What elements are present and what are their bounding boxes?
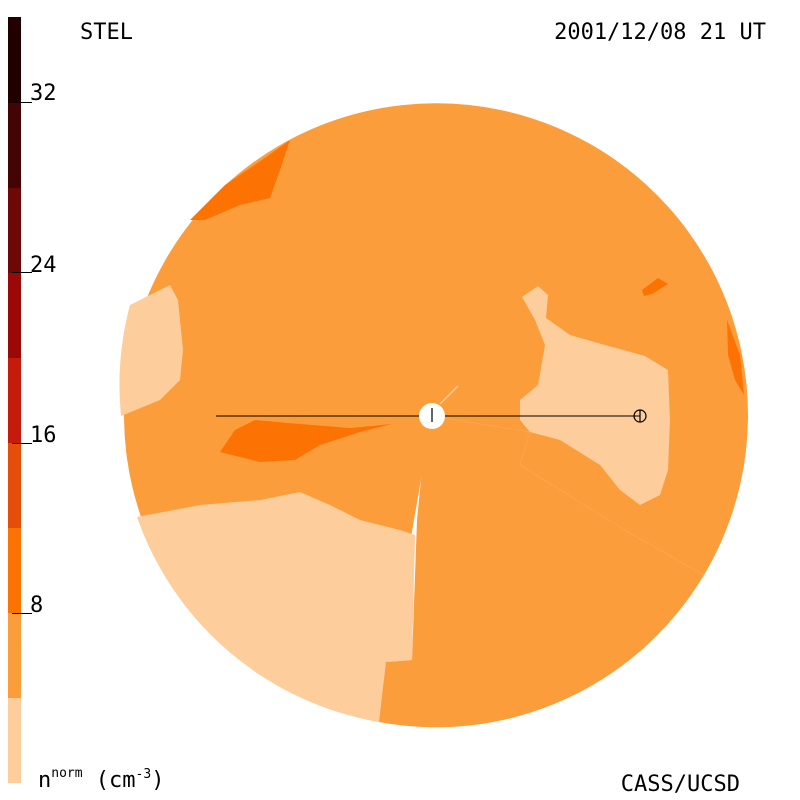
colorbar-level bbox=[8, 102, 21, 188]
colorbar bbox=[8, 17, 32, 784]
timestamp-label: 2001/12/08 21 UT bbox=[554, 20, 766, 45]
low-region-west bbox=[119, 285, 183, 416]
low-region-east bbox=[520, 286, 670, 505]
disc-base bbox=[379, 416, 704, 728]
colorbar-level bbox=[8, 697, 21, 784]
colorbar-tick-label: 8 bbox=[30, 593, 44, 618]
high-density-regions bbox=[190, 140, 744, 462]
credit-label: CASS/UCSD bbox=[620, 772, 740, 797]
low-region-southwest bbox=[137, 492, 415, 722]
colorbar-tick bbox=[12, 272, 32, 274]
low-density-regions bbox=[119, 285, 670, 722]
high-region-center-west bbox=[220, 420, 392, 462]
unit-label: nnorm (cm-3) bbox=[38, 766, 165, 793]
observatory-label: STEL bbox=[80, 20, 133, 45]
high-region-east-small bbox=[642, 278, 668, 296]
colorbar-tick bbox=[12, 612, 32, 614]
colorbar-level bbox=[8, 17, 21, 103]
high-region-northwest bbox=[190, 140, 290, 220]
high-region-east-edge bbox=[727, 320, 744, 395]
colorbar-level bbox=[8, 357, 21, 444]
colorbar-level bbox=[8, 527, 21, 614]
colorbar-tick-label: 16 bbox=[30, 423, 57, 448]
colorbar-level bbox=[8, 272, 21, 358]
colorbar-level bbox=[8, 187, 21, 273]
colorbar-level bbox=[8, 612, 21, 699]
colorbar-level bbox=[8, 442, 21, 529]
colorbar-tick-label: 32 bbox=[30, 81, 57, 106]
sun-ray bbox=[439, 385, 459, 405]
colorbar-tick bbox=[12, 442, 32, 444]
colorbar-tick bbox=[12, 102, 32, 104]
colorbar-tick-label: 24 bbox=[30, 253, 57, 278]
